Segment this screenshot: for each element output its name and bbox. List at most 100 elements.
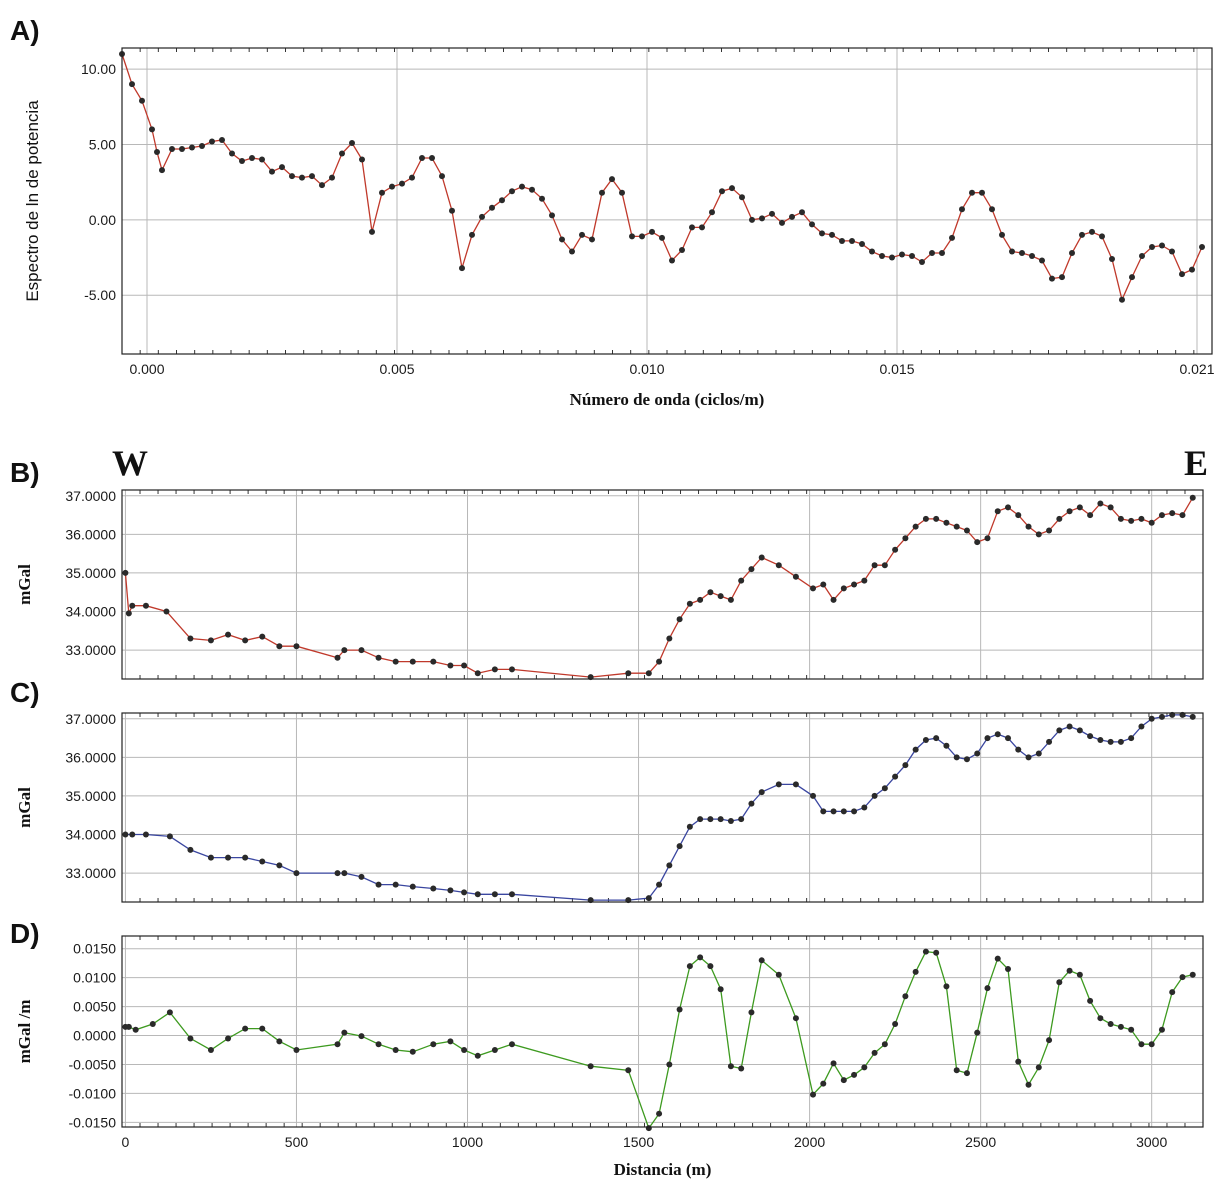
data-point-b (758, 554, 765, 561)
data-point-b (974, 539, 981, 546)
data-point-a (1199, 243, 1205, 250)
data-point-d (276, 1038, 283, 1045)
data-point-d (748, 1009, 755, 1016)
data-point-b (707, 589, 714, 596)
data-point-c (1148, 715, 1155, 722)
data-point-d (861, 1064, 868, 1071)
data-point-a (1059, 274, 1065, 281)
data-point-b (242, 637, 249, 644)
data-point-b (207, 637, 214, 644)
data-point-a (279, 164, 285, 171)
data-point-c (840, 808, 847, 815)
data-point-b (738, 577, 745, 584)
data-point-d (375, 1041, 382, 1048)
data-point-a (269, 168, 275, 175)
data-point-b (851, 581, 858, 588)
data-point-b (1097, 500, 1104, 507)
data-point-d (341, 1029, 348, 1036)
data-point-a (319, 182, 325, 189)
y-tick-label-a: 10.00 (81, 61, 116, 77)
data-point-b (125, 610, 132, 617)
data-point-b (775, 562, 782, 569)
data-point-b (187, 635, 194, 642)
data-point-b (902, 535, 909, 542)
data-point-d (851, 1071, 858, 1078)
data-point-b (276, 643, 283, 650)
data-point-b (122, 569, 129, 576)
data-point-c (902, 762, 909, 769)
data-point-a (1159, 242, 1165, 249)
data-point-c (491, 891, 498, 898)
data-point-d (1138, 1041, 1145, 1048)
data-point-d (963, 1070, 970, 1077)
data-point-b (697, 596, 704, 603)
data-point-b (1066, 508, 1073, 515)
data-point-b (748, 566, 755, 573)
data-point-a (499, 197, 505, 204)
data-point-d (656, 1110, 663, 1117)
data-point-c (984, 735, 991, 742)
data-point-c (974, 750, 981, 757)
data-point-d (892, 1020, 899, 1027)
data-point-d (207, 1047, 214, 1054)
data-point-b (830, 596, 837, 603)
data-point-c (820, 808, 827, 815)
data-point-d (1066, 967, 1073, 974)
data-point-b (892, 546, 899, 553)
data-point-d (666, 1061, 673, 1068)
data-point-c (508, 891, 515, 898)
data-point-a (1089, 228, 1095, 235)
y-axis-label-b: mGal (15, 564, 34, 605)
data-point-b (474, 670, 481, 677)
data-point-a (569, 248, 575, 255)
y-tick-label-c: 34.0000 (65, 827, 116, 843)
data-point-a (559, 236, 565, 243)
data-point-c (758, 789, 765, 796)
data-point-c (293, 870, 300, 877)
data-point-d (125, 1023, 132, 1030)
data-point-a (239, 158, 245, 165)
x-tick-label-d: 1500 (623, 1134, 654, 1150)
data-point-d (1035, 1064, 1042, 1071)
data-point-b (871, 562, 878, 569)
data-point-a (509, 188, 515, 195)
data-point-a (979, 189, 985, 196)
data-point-a (519, 183, 525, 190)
data-point-a (879, 253, 885, 260)
data-point-a (989, 206, 995, 213)
panel-label-a: A) (10, 15, 40, 46)
data-point-b (341, 647, 348, 654)
data-point-a (779, 219, 785, 226)
data-point-c (666, 862, 673, 869)
data-point-b (1179, 512, 1186, 519)
data-point-b (491, 666, 498, 673)
data-point-a (819, 230, 825, 237)
data-point-a (839, 237, 845, 244)
data-point-a (129, 81, 135, 88)
data-point-a (729, 185, 735, 192)
data-point-a (289, 173, 295, 180)
data-point-d (1046, 1037, 1053, 1044)
data-point-d (461, 1047, 468, 1054)
data-point-a (589, 236, 595, 243)
data-point-a (859, 240, 865, 247)
data-point-d (697, 954, 704, 961)
data-point-a (1009, 248, 1015, 255)
y-tick-label-d: -0.0150 (69, 1114, 117, 1130)
data-point-c (738, 816, 745, 823)
data-point-a (899, 251, 905, 258)
data-point-b (375, 654, 382, 661)
data-point-c (892, 773, 899, 780)
data-point-a (1039, 257, 1045, 264)
data-point-a (179, 145, 185, 152)
data-point-d (1025, 1081, 1032, 1088)
data-point-a (799, 209, 805, 216)
y-tick-label-b: 37.0000 (65, 488, 116, 504)
data-point-b (933, 515, 940, 522)
plot-area-a (122, 48, 1212, 354)
data-point-b (461, 662, 468, 669)
data-point-c (1087, 733, 1094, 740)
data-point-a (599, 189, 605, 196)
data-point-a (1129, 274, 1135, 281)
data-point-a (1019, 250, 1025, 257)
